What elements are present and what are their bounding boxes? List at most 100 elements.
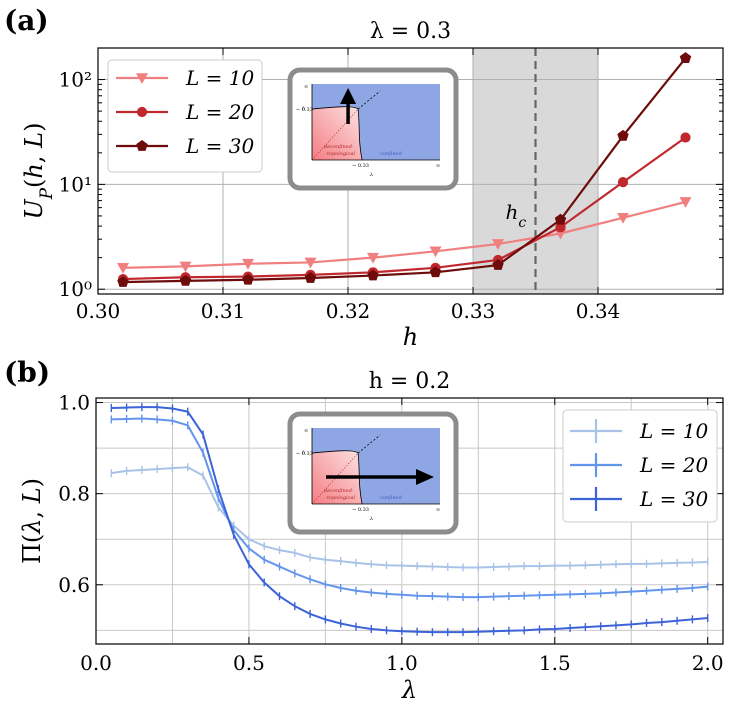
- data-point: [554, 213, 567, 225]
- data-point: [429, 246, 442, 258]
- panel-label: (a): [4, 4, 49, 37]
- data-point: [117, 276, 129, 287]
- x-tick-label: 0.31: [201, 299, 246, 323]
- data-point: [179, 274, 192, 286]
- inset-y-end: ∞: [304, 84, 308, 90]
- y-tick-label: 10²: [59, 68, 92, 92]
- legend-box: [562, 409, 718, 523]
- inset-x-label: λ: [369, 172, 373, 178]
- inset-x-tick: ∼ 0.33: [352, 507, 369, 513]
- panel-label: (b): [4, 356, 50, 389]
- y-tick-label: 1.0: [58, 391, 90, 415]
- legend-entry: L = 10: [185, 66, 254, 90]
- x-tick-label: 0.5: [233, 651, 265, 675]
- inset-x-end: ∞: [436, 163, 440, 169]
- phase-boundary-extension: [357, 90, 381, 110]
- data-point: [679, 197, 692, 208]
- data-point: [304, 257, 317, 269]
- data-point: [492, 239, 504, 250]
- plot-frame: [95, 397, 724, 645]
- chart-title: h = 0.2: [369, 369, 451, 394]
- data-point: [680, 132, 691, 143]
- panel-a: hc 0.30 0.31 0.32 0.33 0.34 10⁰ 10¹ 10² λ = 0.3 (a…: [4, 4, 724, 351]
- data-point: [554, 228, 567, 240]
- x-tick-label: 0.33: [451, 299, 496, 323]
- x-tick-label: 0.0: [80, 651, 112, 675]
- inset-x-tick: ∼ 0.33: [352, 163, 369, 169]
- chart-title: λ = 0.3: [370, 19, 451, 44]
- legend-entry: L = 20: [185, 100, 254, 124]
- data-point: [136, 73, 148, 84]
- data-point: [555, 222, 566, 233]
- series-line: [122, 57, 687, 284]
- data-point: [429, 266, 442, 278]
- data-point: [617, 129, 629, 141]
- series-L30: [117, 52, 692, 287]
- x-tick-label: 0.30: [76, 299, 121, 323]
- critical-line-label: hc: [506, 200, 527, 231]
- y-tick-label: 0.6: [58, 573, 90, 597]
- data-point: [136, 140, 148, 151]
- phase-boundary-extension: [357, 434, 381, 454]
- legend: L = 10 L = 20 L = 30: [107, 59, 263, 173]
- data-point: [117, 263, 129, 274]
- x-axis-label: h: [403, 323, 418, 351]
- sweep-arrow-head: [416, 469, 434, 485]
- inset-y-end: ∞: [304, 428, 308, 434]
- x-tick-label: 0.32: [326, 299, 371, 323]
- y-tick-label: 10¹: [59, 172, 92, 196]
- data-point: [179, 261, 192, 273]
- series-L30: [110, 403, 709, 637]
- region-right-label: confined: [380, 151, 402, 157]
- y-tick-label: 0.8: [58, 482, 90, 506]
- data-point: [492, 259, 504, 270]
- legend-entry: L = 20: [639, 453, 708, 477]
- y-axis-label: UP(h, L): [20, 123, 56, 220]
- self-dual-line: [311, 108, 359, 161]
- series-line: [122, 200, 686, 269]
- data-point: [242, 273, 254, 285]
- data-point: [367, 252, 379, 264]
- inset-y-label: h: [302, 450, 305, 456]
- inset-x-end: ∞: [436, 507, 440, 513]
- region-left-label: deconfined-: [324, 144, 354, 150]
- panel-b: 0.0 0.5 1.0 1.5 2.0 0.6 0.8 1.0 h = 0.2 (b) λ Π(λ, …: [4, 356, 724, 704]
- data-point: [617, 177, 629, 188]
- series-line: [122, 136, 687, 281]
- x-tick-label: 1.5: [539, 651, 571, 675]
- data-point: [679, 52, 692, 64]
- inset-y-tick: ∼ 0.33: [296, 451, 313, 457]
- x-axis-label: λ: [401, 676, 417, 704]
- data-point: [367, 269, 379, 281]
- x-tick-label: 1.0: [386, 651, 418, 675]
- region-left-label: deconfined-: [324, 488, 354, 494]
- x-tick-label: 0.34: [576, 299, 621, 323]
- series-L10: [117, 197, 692, 274]
- series-line: [111, 417, 708, 599]
- series-L20: [110, 414, 709, 602]
- region-left-label: topological: [327, 151, 355, 157]
- inset-y-label: h: [302, 106, 305, 112]
- data-point: [242, 258, 254, 270]
- region-right-label: confined: [380, 495, 402, 501]
- region-left-label: topological: [327, 495, 355, 501]
- data-point: [136, 106, 148, 118]
- legend-entry: L = 30: [185, 134, 254, 158]
- legend: L = 10 L = 20 L = 30: [562, 409, 718, 523]
- sweep-arrow-head: [340, 88, 357, 104]
- series-line: [111, 466, 708, 569]
- inset-y-tick: ∼ 0.33: [296, 107, 313, 113]
- data-point: [304, 271, 317, 283]
- plot-frame: [97, 47, 724, 295]
- series-L10: [110, 463, 709, 572]
- y-tick-label: 10⁰: [59, 277, 92, 301]
- x-tick-label: 2.0: [692, 651, 724, 675]
- series-line: [111, 406, 708, 634]
- y-axis-label: Π(λ, L): [18, 478, 46, 564]
- legend-entry: L = 30: [639, 487, 708, 511]
- data-point: [617, 212, 629, 224]
- legend-entry: L = 10: [639, 419, 708, 443]
